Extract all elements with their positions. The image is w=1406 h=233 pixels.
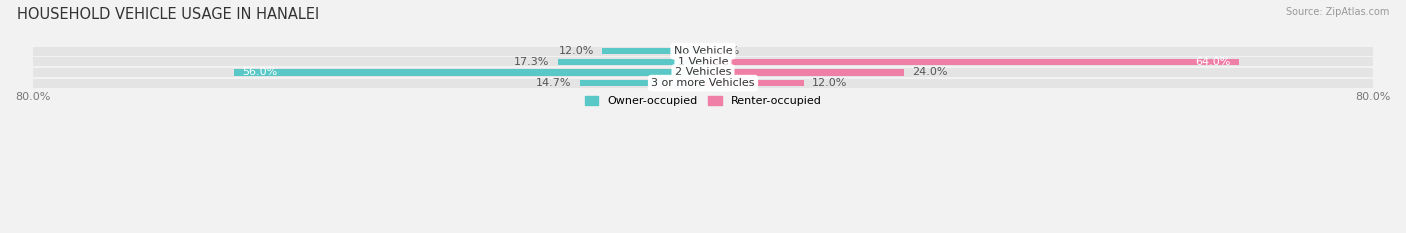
Bar <box>32 79 1374 88</box>
Bar <box>579 80 703 86</box>
Text: 2 Vehicles: 2 Vehicles <box>675 68 731 78</box>
Text: 64.0%: 64.0% <box>1195 57 1230 67</box>
Text: HOUSEHOLD VEHICLE USAGE IN HANALEI: HOUSEHOLD VEHICLE USAGE IN HANALEI <box>17 7 319 22</box>
Bar <box>703 69 904 75</box>
Text: 17.3%: 17.3% <box>515 57 550 67</box>
Text: 1 Vehicle: 1 Vehicle <box>678 57 728 67</box>
Text: 14.7%: 14.7% <box>536 78 571 88</box>
Bar <box>558 59 703 65</box>
Bar <box>32 68 1374 77</box>
Text: 3 or more Vehicles: 3 or more Vehicles <box>651 78 755 88</box>
Bar <box>32 57 1374 66</box>
Bar <box>703 59 1239 65</box>
Bar <box>703 80 804 86</box>
Text: 56.0%: 56.0% <box>242 68 277 78</box>
Bar <box>32 47 1374 56</box>
Text: Source: ZipAtlas.com: Source: ZipAtlas.com <box>1285 7 1389 17</box>
Text: 12.0%: 12.0% <box>811 78 848 88</box>
Text: No Vehicle: No Vehicle <box>673 46 733 56</box>
Text: 12.0%: 12.0% <box>558 46 595 56</box>
Text: 24.0%: 24.0% <box>912 68 948 78</box>
Text: 0.0%: 0.0% <box>711 46 740 56</box>
Bar <box>602 48 703 54</box>
Bar <box>233 69 703 75</box>
Legend: Owner-occupied, Renter-occupied: Owner-occupied, Renter-occupied <box>581 92 825 111</box>
